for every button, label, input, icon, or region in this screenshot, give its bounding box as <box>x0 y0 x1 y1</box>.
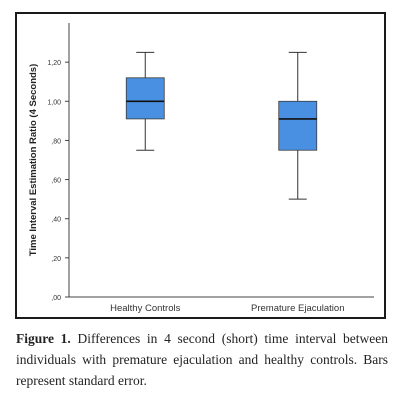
y-tick-label: 1,00 <box>47 99 61 106</box>
y-tick-label: ,20 <box>51 256 61 263</box>
x-category-label: Premature Ejaculation <box>251 303 344 314</box>
box-iqr <box>125 77 165 120</box>
box-iqr <box>278 100 318 151</box>
y-axis-title: Time Interval Estimation Ratio (4 Second… <box>28 64 39 257</box>
x-category-label: Healthy Controls <box>110 303 180 314</box>
figure-frame: ,00 ,20 ,40 ,60 ,80 1,00 1,20 Time Interval Est… <box>15 12 386 319</box>
y-tick-label: ,80 <box>51 138 61 145</box>
y-tick-label: ,60 <box>51 178 61 185</box>
caption-text: Differences in 4 second (short) time int… <box>16 331 388 388</box>
y-tick-label: 1,20 <box>47 60 61 67</box>
box-plot-chart: ,00 ,20 ,40 ,60 ,80 1,00 1,20 Time Interval Est… <box>28 23 374 314</box>
caption-label: Figure 1. <box>16 331 71 346</box>
y-tick-label: ,00 <box>51 295 61 302</box>
y-tick-label: ,40 <box>51 217 61 224</box>
figure-caption: Figure 1. Differences in 4 second (short… <box>16 328 388 391</box>
